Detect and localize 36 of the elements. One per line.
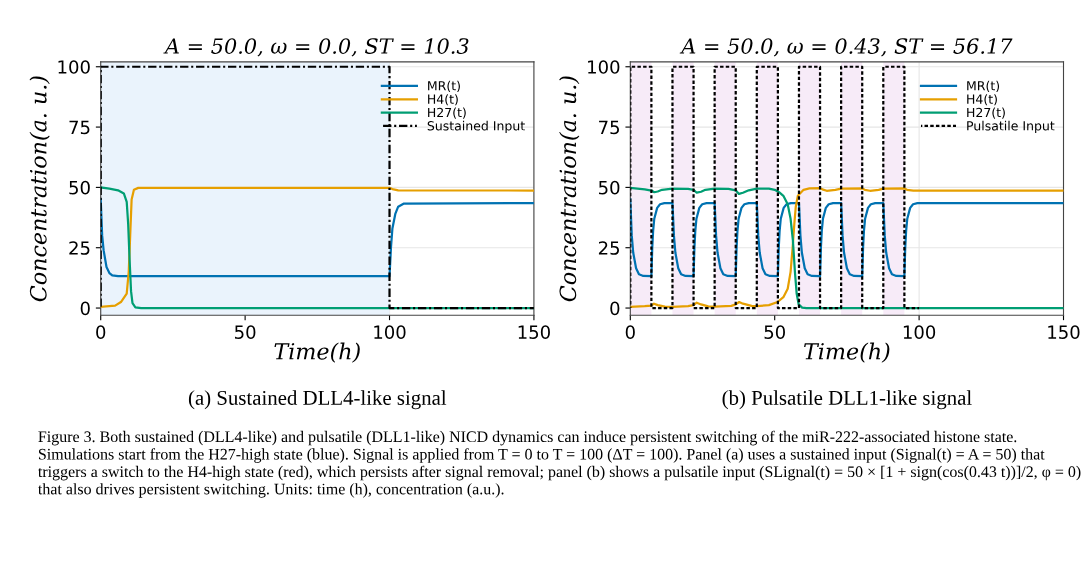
legend-label: MR(t): [428, 80, 460, 92]
legend-label: Pulsatile Input: [967, 120, 1055, 133]
x-axis-title: Time(h): [804, 342, 890, 363]
legend-label: H27(t): [428, 107, 466, 119]
text: (b) Pulsatile DLL1-like signal: [722, 390, 972, 410]
y-axis-title: Concentration(a. u.): [29, 76, 50, 302]
y-tick-label: 100: [588, 60, 620, 74]
legend-label: H4(t): [428, 94, 458, 106]
chart-title: A = 50.0, ω = 0.43, ST = 56.17: [679, 38, 1013, 57]
x-tick-label: 0: [96, 325, 106, 339]
legend-label: H27(t): [967, 107, 1005, 119]
x-tick-label: 0: [625, 325, 635, 339]
y-tick-label: 25: [598, 241, 620, 255]
x-tick-label: 50: [235, 325, 256, 339]
y-tick-label: 75: [69, 120, 90, 135]
text: (a) Sustained DLL4-like signal: [188, 390, 447, 410]
x-tick-label: 150: [1048, 325, 1080, 339]
y-tick-label: 0: [610, 301, 620, 316]
line-series: [100, 198, 534, 278]
x-axis-title: Time(h): [274, 342, 360, 363]
y-tick-label: 100: [58, 60, 90, 74]
y-tick-label: 50: [69, 180, 90, 195]
caption: Figure 3. Both sustained (DLL4-like) and pulsatile (DLL1-like) NICD dynamics can induce persistent switching of the miR-222-associated histone state. Simulations start from the H27-high state (blue). Signal is applied from T = 0 to T = 100 (ΔT = 100). Panel (a) uses a sustained input (Signal(t) = A = 50) that triggers a switch to the H4-high state (red), which persists after signal removal; panel (b) shows a pulsatile input (SLignal(t) = 50 × [1 + sign(cos(0.43 t))]/2, φ = 0) that also drives persistent switching. Units: time (h), concentration (a.u.).: [38, 430, 1081, 498]
y-tick-label: 75: [599, 120, 620, 135]
x-tick-label: 150: [518, 325, 550, 339]
y-tick-label: 25: [69, 241, 90, 255]
chart-title: A = 50.0, ω = 0.0, ST = 10.3: [163, 38, 469, 57]
legend-label: H4(t): [967, 94, 997, 106]
y-tick-label: 0: [80, 301, 90, 316]
y-axis-title: Concentration(a. u.): [559, 76, 580, 302]
x-tick-label: 100: [374, 325, 406, 339]
x-tick-label: 50: [764, 325, 785, 339]
legend-label: Sustained Input: [427, 120, 525, 133]
x-tick-label: 100: [903, 325, 936, 339]
y-tick-label: 50: [599, 180, 620, 195]
legend-label: MR(t): [967, 80, 1000, 92]
